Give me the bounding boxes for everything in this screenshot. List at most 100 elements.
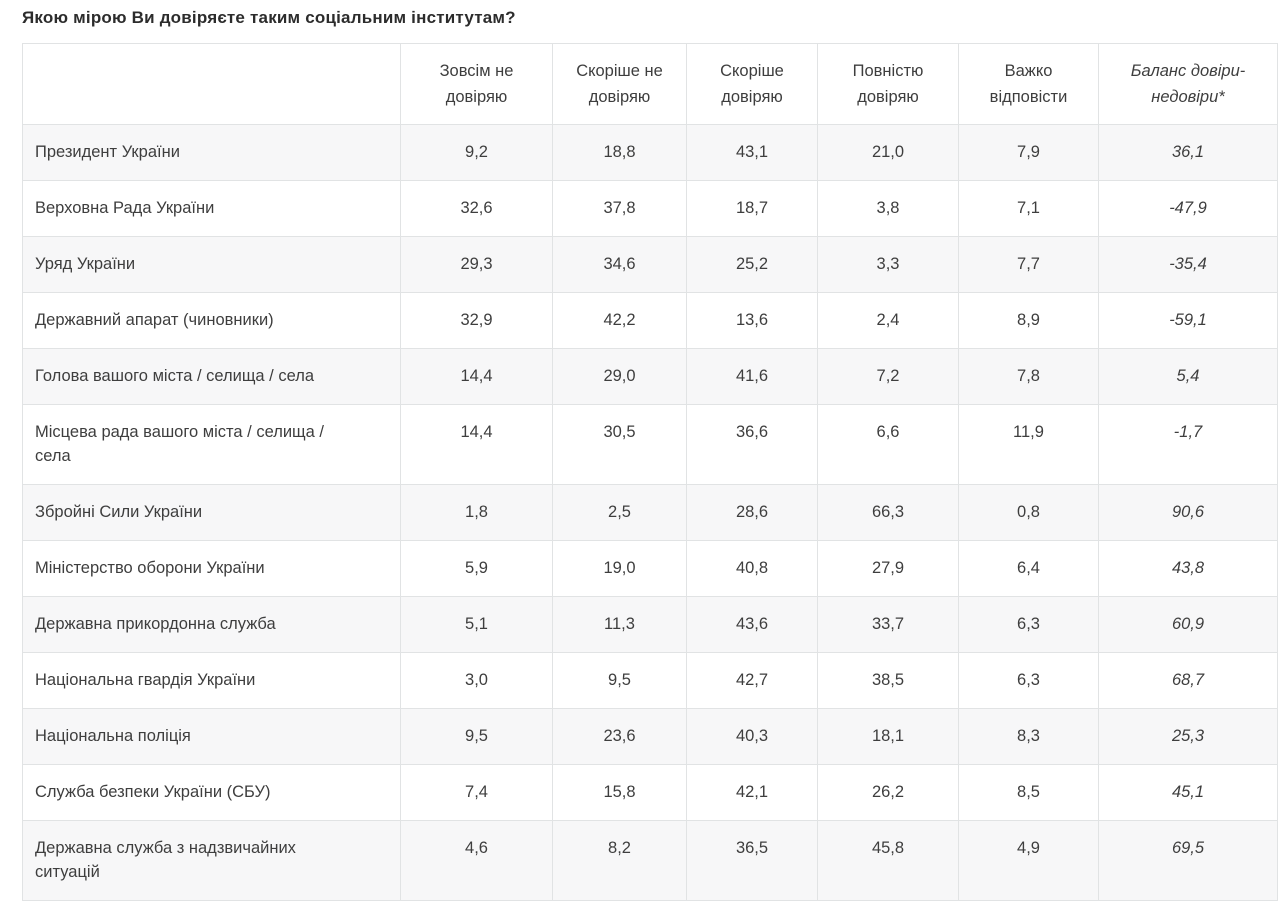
institution-name: Міністерство оборони України (22, 540, 401, 597)
header-institution (22, 43, 401, 125)
value-cell: 13,6 (686, 292, 818, 349)
value-cell: 36,5 (686, 820, 818, 901)
table-row: Міністерство оборони України 5,9 19,0 40,8 2… (22, 540, 1278, 597)
table-row: Президент України 9,2 18,8 43,1 21,0 7,9 36,1 (22, 124, 1278, 181)
value-cell: 42,2 (552, 292, 687, 349)
institution-name: Верховна Рада України (22, 180, 401, 237)
value-cell: 32,9 (400, 292, 553, 349)
value-cell: 14,4 (400, 404, 553, 485)
value-cell: 2,4 (817, 292, 959, 349)
balance-value: 68,7 (1098, 652, 1278, 709)
balance-value: 60,9 (1098, 596, 1278, 653)
header-not-trust-at-all: Зовсім не довіряю (400, 43, 553, 125)
value-cell: 3,3 (817, 236, 959, 293)
value-cell: 8,9 (958, 292, 1099, 349)
value-cell: 30,5 (552, 404, 687, 485)
value-cell: 11,9 (958, 404, 1099, 485)
trust-table: Зовсім не довіряю Скоріше не довіряю Ско… (22, 43, 1278, 901)
value-cell: 40,8 (686, 540, 818, 597)
value-cell: 11,3 (552, 596, 687, 653)
table-row: Уряд України 29,3 34,6 25,2 3,3 7,7 -35,4 (22, 236, 1278, 293)
value-cell: 8,5 (958, 764, 1099, 821)
value-cell: 32,6 (400, 180, 553, 237)
value-cell: 6,6 (817, 404, 959, 485)
value-cell: 34,6 (552, 236, 687, 293)
table-row: Служба безпеки України (СБУ) 7,4 15,8 42,1 2… (22, 764, 1278, 821)
balance-value: -35,4 (1098, 236, 1278, 293)
value-cell: 18,8 (552, 124, 687, 181)
value-cell: 45,8 (817, 820, 959, 901)
balance-value: 5,4 (1098, 348, 1278, 405)
table-row: Збройні Сили України 1,8 2,5 28,6 66,3 0,8 90,… (22, 484, 1278, 541)
value-cell: 38,5 (817, 652, 959, 709)
value-cell: 43,1 (686, 124, 818, 181)
value-cell: 6,4 (958, 540, 1099, 597)
value-cell: 9,5 (552, 652, 687, 709)
value-cell: 5,9 (400, 540, 553, 597)
table-row: Голова вашого міста / селища / села 14,4 2… (22, 348, 1278, 405)
table-row: Державна прикордонна служба 5,1 11,3 43,6 33… (22, 596, 1278, 653)
value-cell: 6,3 (958, 652, 1099, 709)
value-cell: 7,4 (400, 764, 553, 821)
table-row: Національна поліція 9,5 23,6 40,3 18,1 8,3 25,… (22, 708, 1278, 765)
value-cell: 26,2 (817, 764, 959, 821)
institution-name: Державна служба з надзвичайних ситуацій (22, 820, 401, 901)
institution-name: Президент України (22, 124, 401, 181)
institution-name: Національна гвардія України (22, 652, 401, 709)
value-cell: 23,6 (552, 708, 687, 765)
balance-value: -59,1 (1098, 292, 1278, 349)
value-cell: 14,4 (400, 348, 553, 405)
institution-name: Державна прикордонна служба (22, 596, 401, 653)
value-cell: 42,1 (686, 764, 818, 821)
institution-name: Голова вашого міста / селища / села (22, 348, 401, 405)
value-cell: 36,6 (686, 404, 818, 485)
value-cell: 18,1 (817, 708, 959, 765)
value-cell: 37,8 (552, 180, 687, 237)
value-cell: 40,3 (686, 708, 818, 765)
value-cell: 8,3 (958, 708, 1099, 765)
balance-value: -1,7 (1098, 404, 1278, 485)
header-rather-not-trust: Скоріше не довіряю (552, 43, 687, 125)
value-cell: 7,2 (817, 348, 959, 405)
value-cell: 0,8 (958, 484, 1099, 541)
value-cell: 4,6 (400, 820, 553, 901)
balance-value: 36,1 (1098, 124, 1278, 181)
balance-value: -47,9 (1098, 180, 1278, 237)
value-cell: 5,1 (400, 596, 553, 653)
value-cell: 25,2 (686, 236, 818, 293)
value-cell: 29,0 (552, 348, 687, 405)
value-cell: 19,0 (552, 540, 687, 597)
header-fully-trust: Повністю довіряю (817, 43, 959, 125)
value-cell: 3,0 (400, 652, 553, 709)
value-cell: 27,9 (817, 540, 959, 597)
value-cell: 18,7 (686, 180, 818, 237)
header-rather-trust: Скоріше довіряю (686, 43, 818, 125)
value-cell: 4,9 (958, 820, 1099, 901)
balance-value: 69,5 (1098, 820, 1278, 901)
table-body: Президент України 9,2 18,8 43,1 21,0 7,9 36,1 В… (22, 124, 1278, 901)
value-cell: 29,3 (400, 236, 553, 293)
institution-name: Державний апарат (чиновники) (22, 292, 401, 349)
table-row: Верховна Рада України 32,6 37,8 18,7 3,8 7,1-… (22, 180, 1278, 237)
value-cell: 42,7 (686, 652, 818, 709)
value-cell: 9,2 (400, 124, 553, 181)
value-cell: 3,8 (817, 180, 959, 237)
value-cell: 21,0 (817, 124, 959, 181)
header-hard-to-answer: Важко відповісти (958, 43, 1099, 125)
balance-value: 25,3 (1098, 708, 1278, 765)
value-cell: 2,5 (552, 484, 687, 541)
table-row: Державна служба з надзвичайних ситуацій 4… (22, 820, 1278, 901)
header-row: Зовсім не довіряю Скоріше не довіряю Ско… (22, 43, 1278, 125)
value-cell: 41,6 (686, 348, 818, 405)
value-cell: 15,8 (552, 764, 687, 821)
institution-name: Національна поліція (22, 708, 401, 765)
header-trust-balance: Баланс довіри-недовіри* (1098, 43, 1278, 125)
value-cell: 7,9 (958, 124, 1099, 181)
value-cell: 8,2 (552, 820, 687, 901)
institution-name: Служба безпеки України (СБУ) (22, 764, 401, 821)
value-cell: 28,6 (686, 484, 818, 541)
value-cell: 33,7 (817, 596, 959, 653)
value-cell: 7,8 (958, 348, 1099, 405)
table-row: Місцева рада вашого міста / селища / сел… (22, 404, 1278, 485)
